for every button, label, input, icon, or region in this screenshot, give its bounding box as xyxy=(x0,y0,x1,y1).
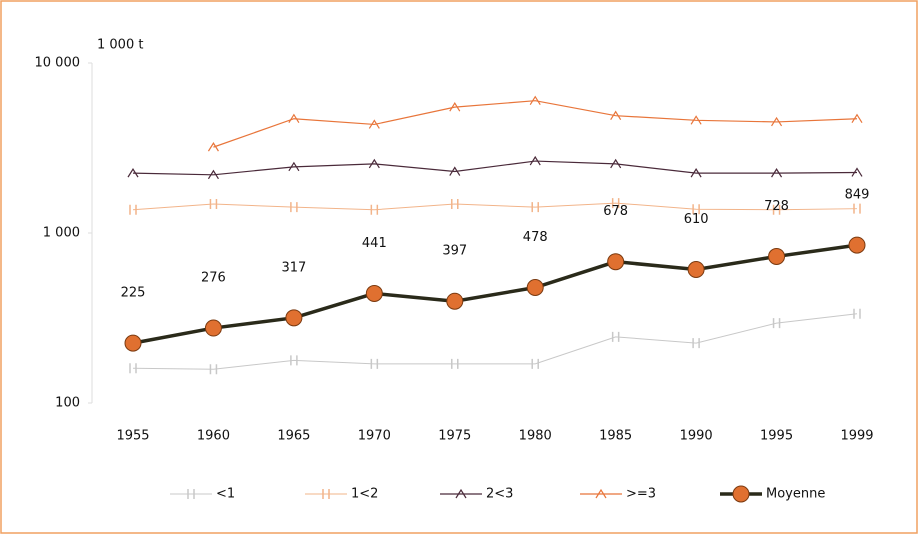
x-tick-label: 1960 xyxy=(197,429,230,444)
legend-label: >=3 xyxy=(626,487,656,502)
point xyxy=(124,334,142,352)
point xyxy=(207,169,219,180)
point xyxy=(129,363,137,374)
point xyxy=(209,364,218,375)
series-line xyxy=(213,100,858,148)
point xyxy=(288,113,300,124)
point xyxy=(771,167,783,178)
point xyxy=(451,199,459,210)
point xyxy=(529,155,541,166)
point xyxy=(853,308,861,319)
point xyxy=(531,202,539,213)
point xyxy=(771,116,783,127)
legend-label: Moyenne xyxy=(766,487,825,502)
series-line xyxy=(132,243,858,345)
x-tick-label: 1985 xyxy=(599,429,632,444)
legend-label: 2<3 xyxy=(486,487,513,502)
legend-marker xyxy=(455,488,467,499)
point xyxy=(449,166,461,176)
data-label: 478 xyxy=(523,230,548,245)
x-tick-label: 1965 xyxy=(277,429,310,444)
point xyxy=(772,204,781,215)
point xyxy=(692,204,700,215)
point xyxy=(365,284,383,302)
point xyxy=(772,318,781,329)
y-unit-label: 1 000 t xyxy=(97,38,143,53)
y-tick-label: 10 000 xyxy=(35,56,81,71)
x-tick-label: 1970 xyxy=(358,429,391,444)
data-label: 441 xyxy=(362,236,387,251)
point xyxy=(526,278,544,296)
point xyxy=(687,260,705,278)
point xyxy=(692,338,700,349)
x-tick-label: 1975 xyxy=(438,429,471,444)
x-tick-label: 1990 xyxy=(680,429,713,444)
legend-label: 1<2 xyxy=(351,487,378,502)
data-label: 678 xyxy=(603,204,628,219)
point xyxy=(209,199,218,210)
point xyxy=(611,198,620,209)
point xyxy=(848,236,866,254)
point xyxy=(851,113,863,124)
point xyxy=(607,253,625,271)
point xyxy=(446,292,464,310)
point xyxy=(853,203,861,214)
series-line xyxy=(132,313,858,370)
point xyxy=(610,110,622,120)
legend-marker xyxy=(595,488,607,499)
legend-marker xyxy=(322,489,330,499)
data-label: 276 xyxy=(201,271,226,286)
point xyxy=(768,247,786,265)
point xyxy=(531,358,539,369)
legend-label: <1 xyxy=(216,487,235,502)
data-label: 849 xyxy=(845,188,870,203)
series-line xyxy=(132,202,858,211)
legend-marker xyxy=(187,489,195,499)
point xyxy=(370,358,379,369)
point xyxy=(690,167,702,178)
legend-marker xyxy=(732,485,750,503)
data-label: 728 xyxy=(764,199,789,214)
point xyxy=(529,95,541,106)
point xyxy=(288,161,300,172)
series-line xyxy=(132,160,858,176)
point xyxy=(290,202,298,213)
point xyxy=(690,115,702,125)
point xyxy=(611,331,620,342)
point xyxy=(610,158,622,169)
point xyxy=(129,204,137,215)
x-tick-label: 1999 xyxy=(840,429,873,444)
y-tick-label: 1 000 xyxy=(43,226,80,241)
point xyxy=(368,158,380,169)
point xyxy=(451,358,459,369)
data-label: 610 xyxy=(684,212,709,227)
y-tick-label: 100 xyxy=(55,396,80,411)
point xyxy=(368,119,380,129)
point xyxy=(285,309,303,327)
point xyxy=(207,141,219,152)
point xyxy=(204,319,222,337)
x-tick-label: 1995 xyxy=(760,429,793,444)
x-tick-label: 1955 xyxy=(116,429,149,444)
x-tick-label: 1980 xyxy=(519,429,552,444)
point xyxy=(127,167,139,178)
point xyxy=(851,167,863,177)
data-label: 397 xyxy=(442,244,467,259)
data-label: 225 xyxy=(121,286,146,301)
point xyxy=(449,102,461,112)
point xyxy=(290,355,298,366)
data-label: 317 xyxy=(281,260,306,275)
point xyxy=(370,204,379,215)
